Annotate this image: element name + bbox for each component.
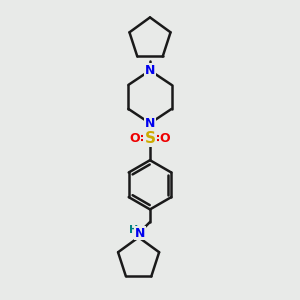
Text: N: N — [145, 64, 155, 77]
Text: O: O — [160, 132, 170, 145]
Text: H: H — [129, 225, 138, 236]
Text: N: N — [135, 227, 145, 240]
Text: N: N — [145, 117, 155, 130]
Text: S: S — [145, 131, 155, 146]
Text: O: O — [130, 132, 140, 145]
